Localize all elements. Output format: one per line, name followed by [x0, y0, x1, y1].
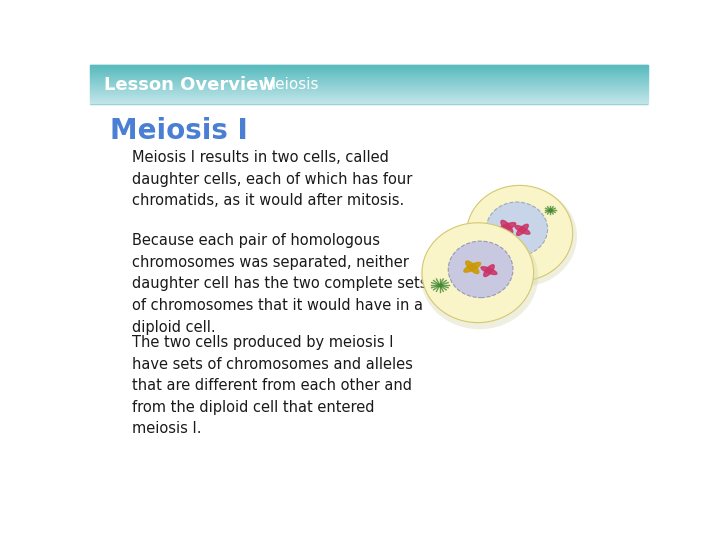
Polygon shape: [464, 262, 481, 272]
Polygon shape: [515, 226, 530, 234]
Text: Meiosis I: Meiosis I: [109, 117, 247, 145]
Ellipse shape: [467, 185, 572, 281]
Polygon shape: [517, 224, 528, 235]
Text: Meiosis: Meiosis: [263, 77, 320, 92]
Ellipse shape: [466, 186, 577, 287]
Text: Because each pair of homologous
chromosomes was separated, neither
daughter cell: Because each pair of homologous chromoso…: [132, 233, 428, 335]
Polygon shape: [501, 220, 513, 234]
Ellipse shape: [421, 225, 538, 329]
Text: Lesson Overview: Lesson Overview: [104, 76, 275, 93]
Text: The two cells produced by meiosis I
have sets of chromosomes and alleles
that ar: The two cells produced by meiosis I have…: [132, 335, 413, 436]
Polygon shape: [484, 265, 494, 276]
Polygon shape: [481, 267, 497, 274]
Ellipse shape: [449, 241, 513, 298]
Polygon shape: [466, 261, 479, 274]
Ellipse shape: [486, 202, 548, 256]
Text: Meiosis I results in two cells, called
daughter cells, each of which has four
ch: Meiosis I results in two cells, called d…: [132, 150, 413, 208]
Polygon shape: [498, 222, 516, 231]
Ellipse shape: [422, 223, 534, 322]
